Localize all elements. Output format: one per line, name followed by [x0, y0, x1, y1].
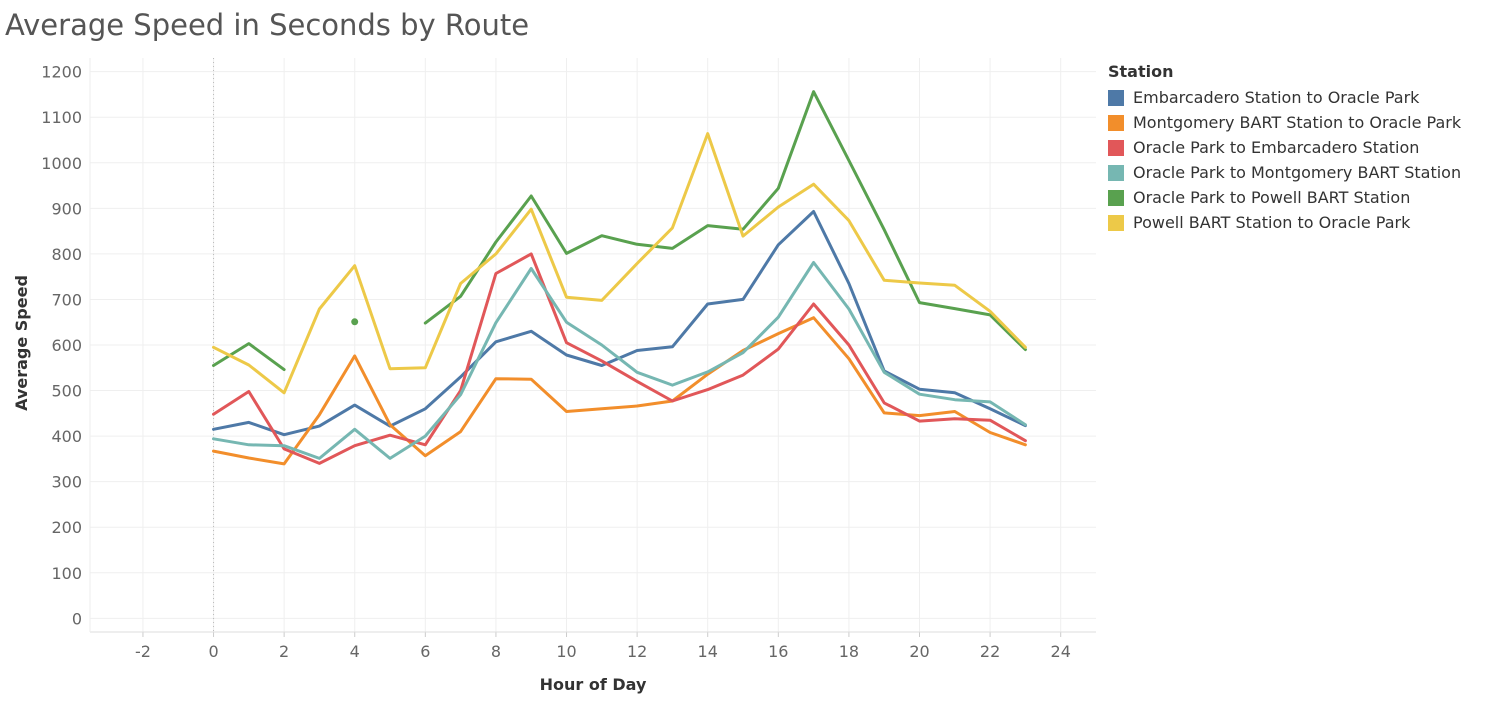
- legend-label: Embarcadero Station to Oracle Park: [1133, 88, 1420, 107]
- legend-swatch: [1108, 189, 1124, 206]
- legend-item[interactable]: Embarcadero Station to Oracle Park: [1108, 85, 1461, 110]
- chart-title: Average Speed in Seconds by Route: [5, 8, 530, 42]
- x-tick-label: 8: [491, 642, 501, 661]
- series-5: [212, 132, 1027, 395]
- series-1: [212, 316, 1027, 466]
- x-tick-label: 6: [420, 642, 430, 661]
- legend-swatch: [1108, 114, 1124, 131]
- y-tick-label: 700: [51, 290, 82, 309]
- y-tick-label: 800: [51, 245, 82, 264]
- series-point: [351, 318, 359, 326]
- series-lines: [212, 90, 1027, 466]
- series-line: [212, 132, 1027, 395]
- legend-title: Station: [1108, 62, 1174, 81]
- x-tick-label: 18: [839, 642, 859, 661]
- x-tick-label: 0: [208, 642, 218, 661]
- y-tick-label: 200: [51, 518, 82, 537]
- x-tick-label: 10: [556, 642, 576, 661]
- y-tick-label: 1200: [41, 63, 82, 82]
- legend-label: Montgomery BART Station to Oracle Park: [1133, 113, 1462, 132]
- x-tick-label: 12: [627, 642, 647, 661]
- x-axis-ticks: -2 0 2 4 6 8 10 12 14 16 18 20 22 24: [135, 642, 1071, 661]
- y-tick-label: 1000: [41, 154, 82, 173]
- y-tick-label: 400: [51, 427, 82, 446]
- series-0: [212, 210, 1027, 437]
- legend-label: Oracle Park to Powell BART Station: [1133, 188, 1411, 207]
- x-tick-label: -2: [135, 642, 151, 661]
- legend-items: Embarcadero Station to Oracle Park Montgo…: [1108, 85, 1461, 235]
- legend-item[interactable]: Montgomery BART Station to Oracle Park: [1108, 110, 1461, 135]
- legend-item[interactable]: Oracle Park to Embarcadero Station: [1108, 135, 1461, 160]
- series-line: [423, 90, 1027, 352]
- y-axis-ticks: 0 100 200 300 400 500 600 700 800 900 1000 1100 1200: [41, 63, 82, 629]
- y-tick-label: 0: [72, 609, 82, 628]
- legend-label: Oracle Park to Montgomery BART Station: [1133, 163, 1462, 182]
- y-tick-label: 300: [51, 473, 82, 492]
- y-tick-label: 100: [51, 564, 82, 583]
- series-line: [212, 342, 286, 372]
- y-tick-label: 600: [51, 336, 82, 355]
- y-tick-label: 500: [51, 382, 82, 401]
- legend-label: Powell BART Station to Oracle Park: [1133, 213, 1411, 232]
- y-axis-title: Average Speed: [12, 275, 31, 411]
- legend-swatch: [1108, 214, 1124, 231]
- legend-label: Oracle Park to Embarcadero Station: [1133, 138, 1420, 157]
- legend-swatch: [1108, 164, 1124, 181]
- legend: Station Embarcadero Station to Oracle Pa…: [1108, 62, 1461, 235]
- series-line: [212, 316, 1027, 466]
- grid-lines: [89, 58, 1096, 637]
- legend-item[interactable]: Oracle Park to Powell BART Station: [1108, 185, 1461, 210]
- legend-item[interactable]: Oracle Park to Montgomery BART Station: [1108, 160, 1461, 185]
- series-line: [212, 252, 1027, 465]
- x-tick-label: 4: [350, 642, 360, 661]
- y-tick-label: 900: [51, 199, 82, 218]
- legend-swatch: [1108, 139, 1124, 156]
- x-tick-label: 20: [909, 642, 929, 661]
- series-line: [212, 210, 1027, 437]
- legend-item[interactable]: Powell BART Station to Oracle Park: [1108, 210, 1461, 235]
- legend-swatch: [1108, 89, 1124, 106]
- y-tick-label: 1100: [41, 108, 82, 127]
- series-3: [212, 261, 1027, 460]
- x-axis-title: Hour of Day: [540, 675, 647, 694]
- x-tick-label: 2: [279, 642, 289, 661]
- x-tick-label: 24: [1051, 642, 1071, 661]
- x-tick-label: 16: [768, 642, 788, 661]
- x-tick-label: 14: [698, 642, 718, 661]
- series-line: [212, 261, 1027, 460]
- x-tick-label: 22: [980, 642, 1000, 661]
- series-2: [212, 252, 1027, 465]
- series-4: [212, 90, 1027, 372]
